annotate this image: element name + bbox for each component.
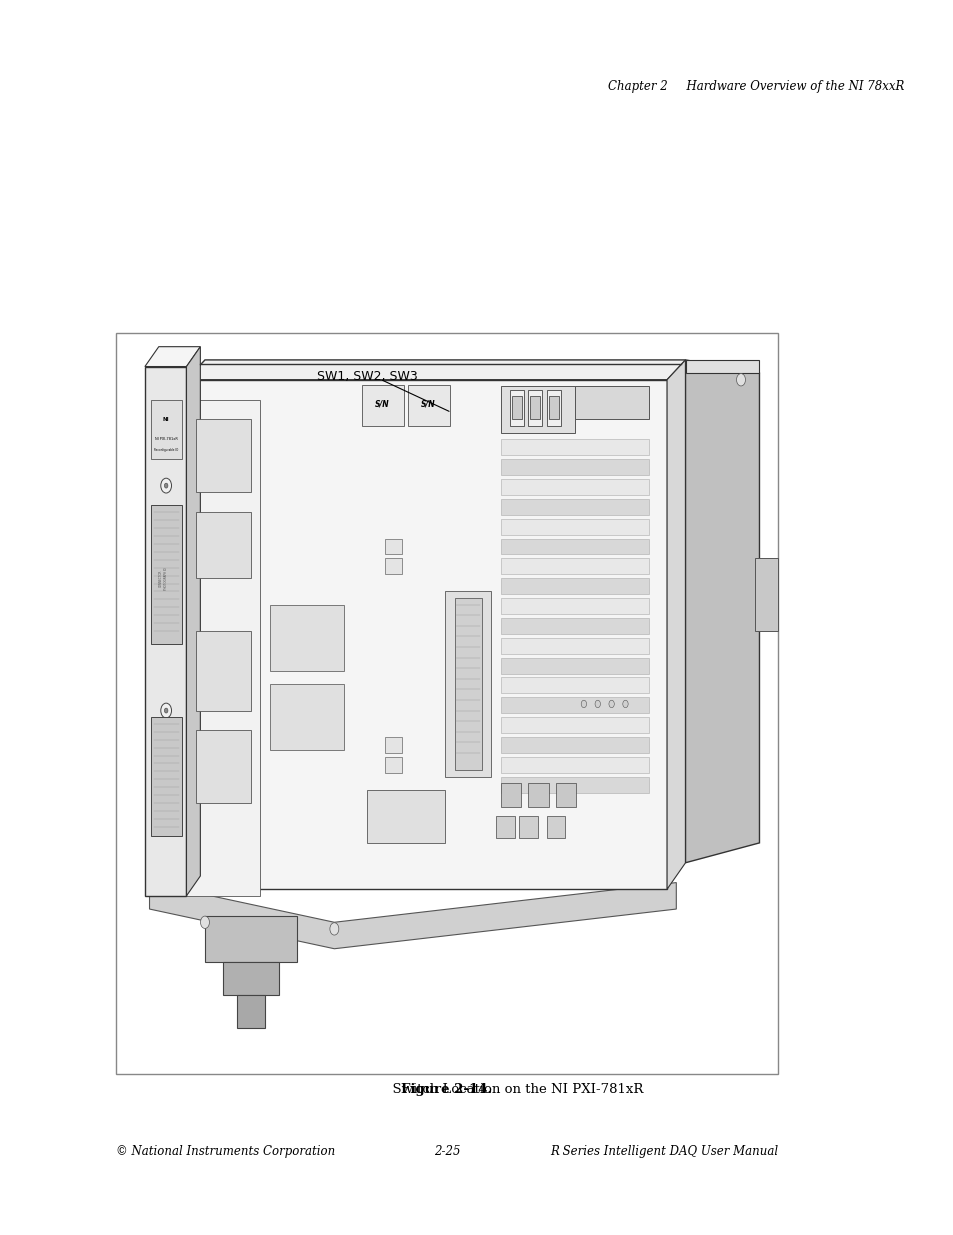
Polygon shape [500, 718, 648, 734]
Polygon shape [195, 730, 251, 803]
Polygon shape [385, 737, 401, 753]
Circle shape [595, 700, 599, 708]
Polygon shape [556, 783, 576, 808]
Text: NI PXI-781xR: NI PXI-781xR [154, 437, 177, 441]
Polygon shape [500, 757, 648, 773]
Circle shape [580, 700, 586, 708]
FancyBboxPatch shape [116, 333, 777, 1074]
Polygon shape [366, 790, 445, 842]
Circle shape [164, 708, 168, 713]
Polygon shape [500, 598, 648, 614]
Text: Reconfigurable IO: Reconfigurable IO [153, 448, 178, 452]
Polygon shape [528, 783, 548, 808]
Polygon shape [500, 678, 648, 693]
Circle shape [608, 700, 614, 708]
Polygon shape [186, 380, 666, 889]
Polygon shape [195, 513, 251, 578]
Polygon shape [145, 367, 186, 895]
Polygon shape [223, 962, 278, 995]
Polygon shape [145, 347, 200, 367]
Polygon shape [186, 347, 200, 895]
Polygon shape [546, 390, 560, 426]
Polygon shape [500, 777, 648, 793]
Polygon shape [500, 578, 648, 594]
Circle shape [330, 923, 338, 935]
Polygon shape [500, 479, 648, 495]
Text: CONNECTOR
PHOTOGRAPH ID: CONNECTOR PHOTOGRAPH ID [159, 567, 168, 589]
Polygon shape [195, 631, 251, 710]
Polygon shape [186, 400, 260, 895]
Polygon shape [152, 718, 182, 836]
Polygon shape [574, 387, 648, 420]
Polygon shape [510, 390, 523, 426]
Polygon shape [500, 658, 648, 673]
Polygon shape [195, 420, 251, 493]
Text: Chapter 2     Hardware Overview of the NI 78xxR: Chapter 2 Hardware Overview of the NI 78… [607, 80, 903, 94]
Polygon shape [454, 598, 481, 771]
Circle shape [161, 824, 171, 836]
Polygon shape [546, 816, 565, 837]
Polygon shape [530, 395, 540, 420]
Polygon shape [500, 459, 648, 475]
Polygon shape [152, 400, 182, 459]
Polygon shape [500, 783, 520, 808]
Polygon shape [186, 359, 685, 380]
Polygon shape [445, 592, 491, 777]
Polygon shape [270, 684, 343, 750]
Polygon shape [528, 390, 541, 426]
Circle shape [200, 916, 210, 929]
Polygon shape [270, 605, 343, 671]
Circle shape [161, 478, 172, 493]
Polygon shape [362, 385, 403, 426]
Polygon shape [500, 618, 648, 634]
Text: R Series Intelligent DAQ User Manual: R Series Intelligent DAQ User Manual [549, 1145, 777, 1158]
Text: SW1, SW2, SW3: SW1, SW2, SW3 [317, 370, 417, 383]
Polygon shape [385, 558, 401, 574]
Polygon shape [500, 538, 648, 555]
Circle shape [622, 700, 627, 708]
Polygon shape [152, 505, 182, 645]
Polygon shape [511, 395, 521, 420]
Polygon shape [500, 737, 648, 753]
Polygon shape [385, 538, 401, 555]
Text: © National Instruments Corporation: © National Instruments Corporation [116, 1145, 335, 1158]
Polygon shape [666, 359, 685, 889]
Text: S/N: S/N [375, 399, 390, 408]
Polygon shape [685, 359, 759, 373]
Text: Switch Location on the NI PXI-781xR: Switch Location on the NI PXI-781xR [384, 1083, 643, 1095]
Polygon shape [237, 995, 265, 1028]
Polygon shape [385, 757, 401, 773]
Polygon shape [150, 883, 676, 948]
Text: NI: NI [163, 417, 170, 422]
Polygon shape [496, 816, 514, 837]
Polygon shape [500, 440, 648, 456]
Circle shape [736, 374, 744, 385]
Polygon shape [205, 915, 297, 962]
Text: 2-25: 2-25 [434, 1145, 460, 1158]
Polygon shape [500, 698, 648, 714]
Text: Figure 2-14.: Figure 2-14. [401, 1083, 492, 1095]
Polygon shape [500, 637, 648, 653]
Polygon shape [408, 385, 450, 426]
Polygon shape [548, 395, 558, 420]
Polygon shape [500, 387, 574, 432]
Polygon shape [500, 519, 648, 535]
Polygon shape [500, 558, 648, 574]
Polygon shape [754, 558, 777, 631]
Circle shape [164, 483, 168, 488]
Polygon shape [500, 499, 648, 515]
Polygon shape [685, 359, 759, 863]
Polygon shape [518, 816, 537, 837]
Circle shape [161, 703, 172, 718]
Text: S/N: S/N [421, 399, 436, 408]
